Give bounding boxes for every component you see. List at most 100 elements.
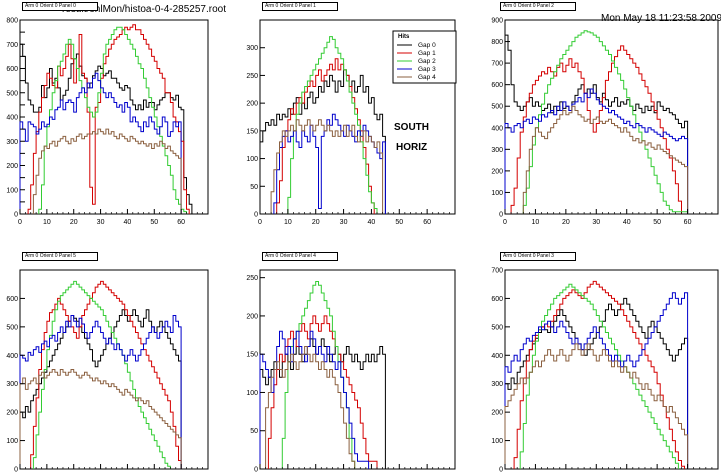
- y-tick-label: 0: [499, 467, 503, 474]
- x-tick-label: 40: [368, 219, 376, 226]
- y-tick-label: 100: [491, 190, 503, 197]
- x-tick-label: 10: [284, 219, 292, 226]
- series-line-0: [259, 69, 386, 214]
- legend-box: [392, 30, 457, 84]
- x-tick-label: 10: [532, 219, 540, 226]
- y-tick-label: 50: [250, 184, 258, 191]
- panel-title-0: Arm 0 Orient 0 Panel 0: [22, 2, 98, 11]
- series-line-2: [519, 283, 679, 469]
- y-tick-label: 500: [491, 324, 503, 331]
- y-tick-label: 700: [491, 61, 503, 68]
- series-line-3: [19, 72, 182, 214]
- y-tick-label: 400: [491, 353, 503, 360]
- x-tick-label: 30: [97, 219, 105, 226]
- y-tick-label: 0: [14, 467, 18, 474]
- y-tick-label: 200: [6, 410, 18, 417]
- y-tick-label: 100: [246, 390, 258, 397]
- x-tick-label: 20: [70, 219, 78, 226]
- orientation-label: HORIZ: [396, 142, 428, 153]
- series-line-4: [504, 343, 689, 469]
- panel-frame: [259, 19, 456, 215]
- y-tick-label: 200: [491, 410, 503, 417]
- y-tick-label: 300: [491, 381, 503, 388]
- y-tick-label: 600: [6, 296, 18, 303]
- panel-title-1: Arm 0 Orient 0 Panel 1: [262, 2, 338, 11]
- y-tick-label: 0: [499, 212, 503, 219]
- arm-label: SOUTH: [394, 122, 429, 133]
- series-line-4: [270, 119, 384, 214]
- panel-1: 0 10 20 30 40 50 60 0 50 100 150 200 250 300: [246, 19, 456, 226]
- y-tick-label: 400: [6, 115, 18, 122]
- y-tick-label: 100: [6, 438, 18, 445]
- x-tick-label: 30: [592, 219, 600, 226]
- x-tick-label: 50: [395, 219, 403, 226]
- panel-frame: [504, 19, 719, 215]
- y-tick-label: 200: [246, 101, 258, 108]
- y-tick-label: 200: [6, 163, 18, 170]
- x-tick-label: 40: [623, 219, 631, 226]
- y-tick-label: 700: [491, 268, 503, 275]
- x-tick-label: 0: [258, 219, 262, 226]
- panel-title-3: Arm 0 Orient 0 Panel 5: [22, 252, 98, 261]
- series-line-3: [504, 292, 689, 469]
- series-line-0: [19, 43, 193, 214]
- y-tick-label: 300: [6, 139, 18, 146]
- series-line-3: [273, 113, 386, 214]
- y-tick-label: 50: [250, 428, 258, 435]
- y-tick-label: 200: [246, 313, 258, 320]
- x-tick-label: 0: [18, 219, 22, 226]
- x-tick-label: 20: [312, 219, 320, 226]
- panel-frame: [259, 269, 456, 470]
- x-tick-label: 30: [340, 219, 348, 226]
- legend-entry-2: Gap 2: [418, 58, 436, 65]
- y-tick-label: 500: [491, 104, 503, 111]
- series-line-2: [522, 30, 689, 214]
- y-tick-label: 100: [491, 438, 503, 445]
- series-line-2: [38, 26, 187, 214]
- y-tick-label: 100: [6, 187, 18, 194]
- x-tick-label: 60: [684, 219, 692, 226]
- legend-entry-0: Gap 0: [418, 42, 436, 49]
- legend-title: Hits: [398, 34, 410, 40]
- y-tick-label: 0: [254, 467, 258, 474]
- y-tick-label: 800: [6, 18, 18, 25]
- legend-entry-1: Gap 1: [418, 50, 436, 57]
- y-tick-label: 600: [491, 82, 503, 89]
- y-tick-label: 150: [246, 128, 258, 135]
- y-tick-label: 500: [6, 324, 18, 331]
- file-label: result/onlMon/histoa-0-4-285257.root: [62, 4, 226, 15]
- series-line-2: [32, 280, 171, 469]
- panel-2: 0 10 20 30 40 50 60010020030040050060070080090…: [491, 18, 719, 226]
- y-tick-label: 300: [6, 381, 18, 388]
- y-tick-label: 100: [246, 156, 258, 163]
- panel-title-2: Arm 0 Orient 0 Panel 2: [500, 2, 576, 11]
- y-tick-label: 700: [6, 42, 18, 49]
- series-line-1: [510, 45, 682, 214]
- x-tick-label: 50: [653, 219, 661, 226]
- legend-entry-3: Gap 3: [418, 66, 436, 73]
- y-tick-label: 600: [6, 66, 18, 73]
- panel-frame: [19, 19, 209, 215]
- y-tick-label: 150: [246, 352, 258, 359]
- panel-title-5: Arm 0 Orient 0 Panel 3: [500, 252, 576, 261]
- series-line-2: [281, 281, 356, 469]
- x-tick-label: 40: [124, 219, 132, 226]
- series-line-3: [19, 315, 182, 469]
- series-line-3: [259, 330, 370, 469]
- y-tick-label: 0: [254, 212, 258, 219]
- panel-frame: [504, 269, 719, 470]
- series-line-1: [513, 280, 685, 469]
- y-tick-label: 0: [14, 212, 18, 219]
- panel-frame: [19, 269, 209, 470]
- y-tick-label: 400: [6, 353, 18, 360]
- y-tick-label: 800: [491, 39, 503, 46]
- y-tick-label: 600: [491, 296, 503, 303]
- series-line-4: [19, 369, 182, 469]
- series-line-4: [522, 105, 689, 214]
- x-tick-label: 0: [503, 219, 507, 226]
- x-tick-label: 60: [423, 219, 431, 226]
- y-tick-label: 400: [491, 125, 503, 132]
